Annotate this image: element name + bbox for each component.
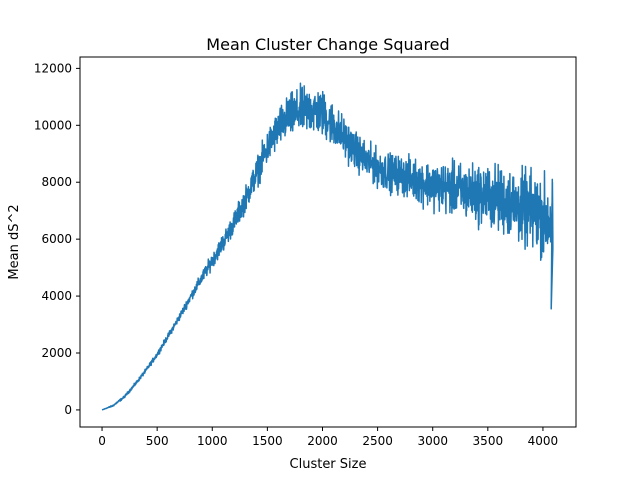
x-axis-ticks: 0 500 1000 1500 2000 2500 3000 3500 4000 <box>98 427 558 448</box>
chart-title: Mean Cluster Change Squared <box>206 35 449 54</box>
plot-area <box>101 82 554 411</box>
y-tick-label: 0 <box>64 403 72 417</box>
y-tick-label: 10000 <box>34 118 72 132</box>
x-tick-label: 1500 <box>252 434 283 448</box>
x-tick-label: 3500 <box>473 434 504 448</box>
x-tick-label: 0 <box>98 434 106 448</box>
x-tick-label: 3000 <box>417 434 448 448</box>
y-tick-label: 4000 <box>41 289 72 303</box>
y-tick-label: 2000 <box>41 346 72 360</box>
y-axis-ticks: 0 2000 4000 6000 8000 10000 12000 <box>34 61 80 417</box>
series-line <box>101 82 554 411</box>
y-tick-label: 6000 <box>41 232 72 246</box>
x-tick-label: 4000 <box>528 434 559 448</box>
x-axis-label: Cluster Size <box>290 457 367 472</box>
x-tick-label: 500 <box>146 434 169 448</box>
x-tick-label: 2500 <box>362 434 393 448</box>
x-tick-label: 1000 <box>197 434 228 448</box>
axes-frame <box>79 56 577 428</box>
y-tick-label: 8000 <box>41 175 72 189</box>
y-tick-label: 12000 <box>34 61 72 75</box>
x-tick-label: 2000 <box>307 434 338 448</box>
y-axis-label: Mean dS^2 <box>7 204 22 279</box>
